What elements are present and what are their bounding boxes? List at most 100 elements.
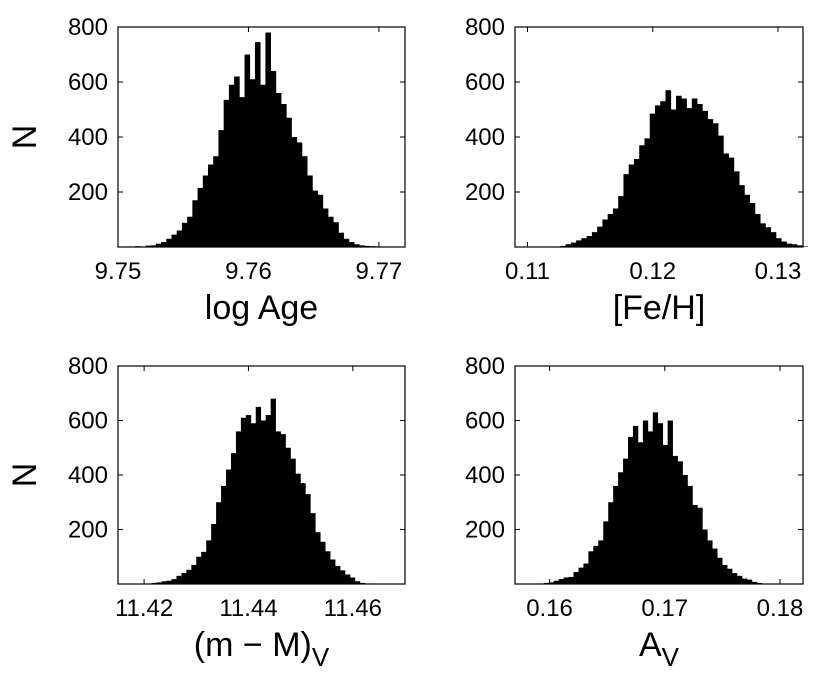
histogram-bar: [603, 521, 609, 584]
histogram-bar: [181, 573, 187, 584]
histogram-bar: [751, 581, 758, 584]
x-tick-label: 11.42: [115, 595, 173, 622]
histogram-bar: [218, 130, 225, 248]
histogram-bar: [281, 104, 287, 247]
histogram-bar: [765, 227, 772, 247]
histogram-bar: [686, 108, 693, 248]
y-tick-label: 800: [465, 14, 505, 41]
histogram-bar: [697, 507, 703, 584]
x-tick-label: 11.46: [324, 595, 382, 622]
histogram-bar: [741, 578, 748, 584]
histogram-bar: [660, 101, 666, 247]
histogram-bar: [568, 576, 574, 584]
histogram-bar: [265, 415, 271, 584]
histogram-bar: [305, 494, 311, 584]
histogram-bar: [642, 420, 649, 584]
histogram-bar: [208, 164, 214, 247]
histogram-bar: [563, 577, 569, 584]
histogram-bar: [632, 425, 639, 584]
histogram-bar: [223, 99, 230, 248]
histogram-bar: [739, 185, 745, 248]
histogram-bar: [687, 485, 693, 584]
histogram-bar: [325, 551, 331, 584]
histogram-bar: [285, 447, 291, 584]
histogram-bar: [186, 569, 192, 584]
y-axis-label: N: [6, 463, 44, 488]
histogram-bar: [697, 104, 703, 247]
x-tick-label: 0.11: [505, 258, 550, 285]
histogram-bar: [760, 223, 766, 247]
histogram-bar: [250, 423, 257, 584]
histogram-bar: [300, 483, 306, 584]
histogram-bar: [576, 240, 582, 247]
histogram-bar: [265, 32, 271, 247]
histogram-bar: [707, 119, 714, 247]
histogram-bar: [161, 242, 167, 247]
histogram-bar: [578, 567, 584, 584]
x-tick-label: 11.44: [219, 595, 277, 622]
histogram-panel-distance-modulus: 200 400 600 800 11.42 11.44 11.46 (m − M)V N: [6, 353, 406, 672]
histogram-bar: [775, 238, 782, 247]
histogram-bar: [565, 244, 572, 247]
x-axis-label: AV: [639, 626, 680, 672]
x-tick-label: 9.77: [356, 258, 403, 285]
histogram-bar: [702, 529, 708, 584]
histogram-bar: [171, 579, 177, 584]
histogram-bar: [286, 117, 292, 247]
histogram-bar: [348, 242, 355, 247]
x-tick-label: 0.13: [755, 258, 802, 285]
y-tick-label: 800: [68, 353, 108, 380]
histogram-bar: [665, 90, 672, 247]
histogram-bar: [712, 548, 718, 584]
y-tick-label: 400: [68, 462, 108, 489]
histogram-bar: [628, 436, 634, 584]
histogram-bar: [211, 524, 217, 584]
histogram-bar: [570, 242, 577, 247]
histogram-bar: [255, 406, 262, 585]
histogram-bar: [707, 540, 713, 584]
histogram-bar: [728, 157, 735, 248]
histogram-bar: [307, 175, 313, 247]
histogram-bar: [155, 243, 162, 247]
histogram-bar: [254, 42, 261, 248]
y-tick-label: 200: [465, 517, 505, 544]
y-tick-label: 600: [465, 408, 505, 435]
histogram-bar: [338, 232, 345, 247]
histogram-bar: [330, 559, 336, 584]
histogram-bar: [712, 123, 719, 247]
histogram-bar: [197, 187, 204, 248]
histogram-panel-fe-h: 200 400 600 800 0.11 0.12 0.13 [Fe/H]: [465, 14, 808, 327]
histogram-bar: [354, 581, 361, 584]
histogram-bar: [623, 174, 630, 248]
histogram-bar: [588, 551, 594, 584]
x-tick-label: 0.12: [629, 258, 676, 285]
histogram-bar: [240, 417, 247, 584]
histogram-bar: [581, 238, 587, 247]
histogram-bar: [202, 175, 209, 247]
y-tick-label: 600: [465, 69, 505, 96]
histogram-bar: [670, 109, 677, 247]
histogram-bar: [692, 504, 698, 584]
histogram-bar: [618, 196, 624, 248]
histogram-bar: [657, 423, 664, 584]
y-tick-label: 200: [68, 179, 108, 206]
histogram-bar: [213, 156, 219, 247]
histogram-bar: [672, 455, 678, 584]
histogram-bar: [312, 190, 318, 248]
histogram-bar: [335, 566, 341, 584]
histogram-bar: [623, 458, 629, 584]
histogram-bar: [786, 243, 793, 247]
histogram-bar: [723, 153, 729, 247]
histogram-bar: [791, 244, 798, 247]
histogram-bar: [613, 485, 619, 584]
histogram-bar: [796, 245, 803, 247]
histogram-bar: [733, 171, 740, 248]
histogram-bar: [647, 431, 654, 584]
histogram-bar: [291, 137, 298, 247]
y-tick-label: 600: [68, 408, 108, 435]
histogram-bar: [216, 502, 222, 584]
histogram-bar: [754, 214, 761, 247]
histogram-bar: [206, 540, 212, 584]
x-tick-label: 0.18: [757, 595, 804, 622]
